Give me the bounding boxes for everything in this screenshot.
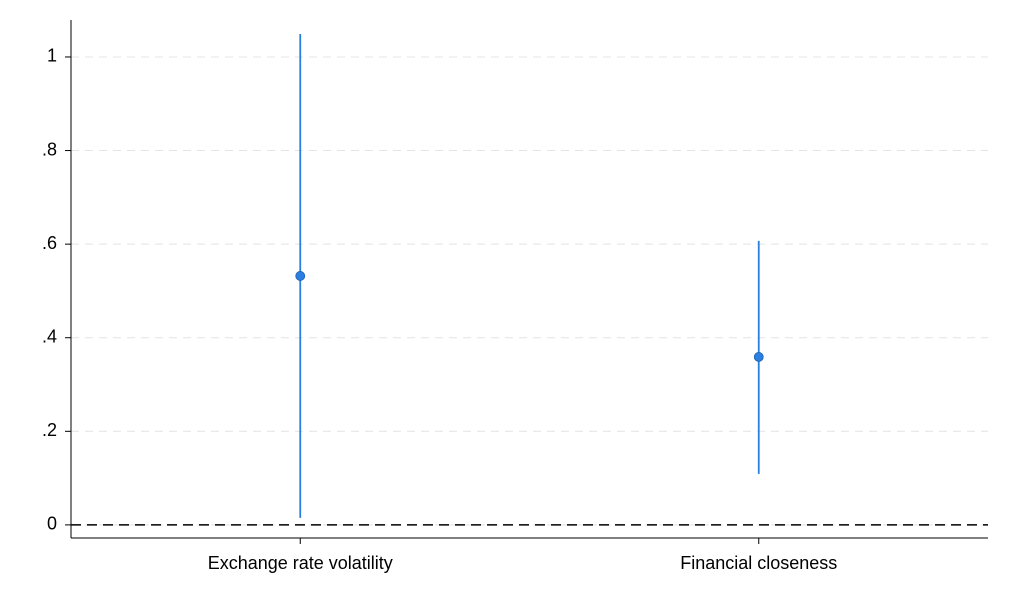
point [753, 352, 764, 362]
y-tick-label: .2 [42, 420, 57, 440]
y-tick-label: 0 [47, 514, 57, 534]
y-tick-label: 1 [47, 46, 57, 66]
x-tick-label: Exchange rate volatility [208, 553, 393, 573]
y-tick-label: .6 [42, 233, 57, 253]
x-tick-label: Financial closeness [680, 553, 837, 573]
y-tick-label: .4 [42, 326, 57, 346]
y-tick-label: .8 [42, 139, 57, 159]
point [295, 271, 306, 281]
